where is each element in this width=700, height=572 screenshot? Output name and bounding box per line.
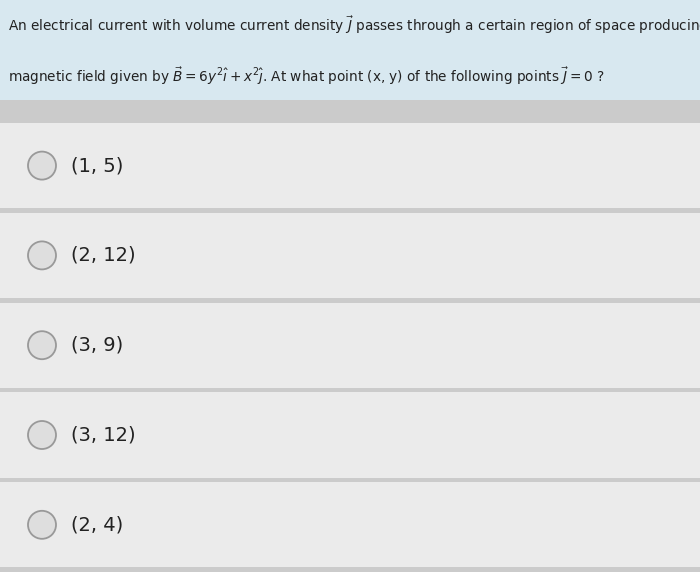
- Ellipse shape: [28, 241, 56, 269]
- Text: (2, 4): (2, 4): [71, 515, 124, 534]
- FancyBboxPatch shape: [0, 123, 700, 208]
- FancyBboxPatch shape: [0, 482, 700, 567]
- Text: An electrical current with volume current density $\vec{J}$ passes through a cer: An electrical current with volume curren…: [8, 14, 700, 36]
- Ellipse shape: [28, 421, 56, 449]
- Text: (3, 12): (3, 12): [71, 426, 136, 444]
- Text: (3, 9): (3, 9): [71, 336, 124, 355]
- Ellipse shape: [28, 152, 56, 180]
- FancyBboxPatch shape: [0, 213, 700, 298]
- Ellipse shape: [28, 511, 56, 539]
- Ellipse shape: [28, 331, 56, 359]
- FancyBboxPatch shape: [0, 392, 700, 478]
- Text: magnetic field given by $\vec{B} = 6y^2\hat{\imath} + x^2\hat{\jmath}$. At what : magnetic field given by $\vec{B} = 6y^2\…: [8, 66, 605, 88]
- Text: (2, 12): (2, 12): [71, 246, 136, 265]
- Text: (1, 5): (1, 5): [71, 156, 124, 175]
- FancyBboxPatch shape: [0, 0, 700, 100]
- FancyBboxPatch shape: [0, 303, 700, 388]
